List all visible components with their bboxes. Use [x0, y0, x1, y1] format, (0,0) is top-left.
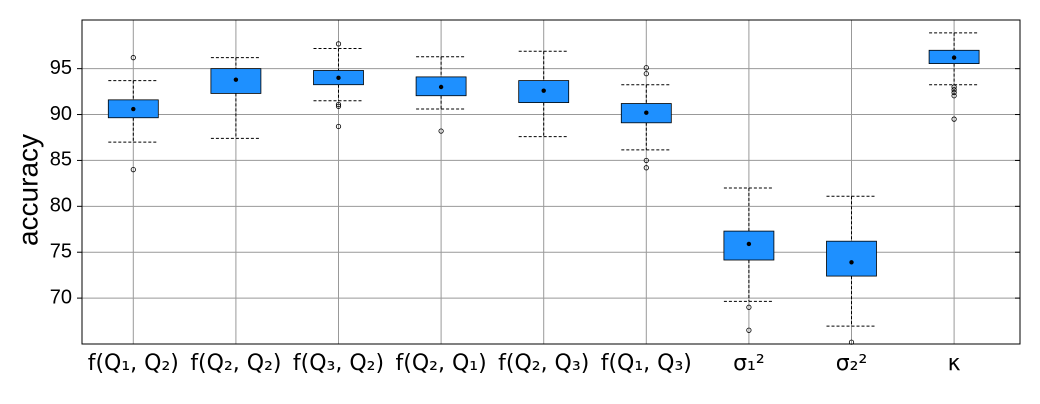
outlier [643, 71, 649, 77]
mean-dot [336, 75, 341, 81]
x-tick-label: σ₂² [836, 351, 868, 376]
y-axis-label: accuracy [12, 134, 43, 246]
outlier [335, 103, 342, 109]
outlier [951, 93, 957, 99]
outlier [746, 327, 752, 333]
mean-dot [951, 55, 957, 60]
outlier [335, 101, 342, 108]
x-tick-label: f(Q₂, Q₂) [190, 351, 281, 376]
outlier [130, 55, 136, 61]
outlier [643, 165, 649, 171]
y-tick-label: 75 [50, 240, 72, 262]
x-tick-label: f(Q₃, Q₂) [293, 351, 384, 376]
mean-dot [746, 241, 752, 247]
mean-dot [541, 88, 546, 93]
mean-dot [644, 110, 649, 115]
y-tick-label: 85 [50, 149, 72, 171]
outlier [951, 84, 957, 90]
outlier [335, 123, 342, 130]
x-tick-label: f(Q₂, Q₃) [498, 351, 589, 376]
x-tick-label: σ₁² [733, 351, 765, 376]
outlier [951, 87, 957, 93]
mean-dot [438, 84, 444, 90]
x-tick-label: κ [948, 351, 961, 376]
mean-dot [233, 77, 239, 82]
plot-frame [81, 19, 1021, 345]
x-tick-label: f(Q₂, Q₁) [396, 351, 487, 376]
outlier [130, 167, 136, 173]
y-tick-label: 95 [50, 57, 72, 79]
y-tick-label: 80 [50, 195, 72, 217]
y-tick-label: 90 [50, 103, 72, 125]
mean-dot [131, 106, 136, 112]
outlier [951, 89, 957, 96]
outlier [438, 128, 444, 134]
x-tick-label: f(Q₁, Q₃) [601, 351, 692, 376]
outlier [335, 41, 342, 47]
y-tick-label: 70 [50, 286, 72, 308]
outlier [643, 65, 649, 71]
mean-dot [849, 260, 854, 265]
outlier [746, 304, 752, 310]
box [826, 240, 877, 277]
outlier [951, 116, 957, 122]
x-tick-label: f(Q₁, Q₂) [88, 351, 179, 376]
outlier [643, 157, 649, 164]
